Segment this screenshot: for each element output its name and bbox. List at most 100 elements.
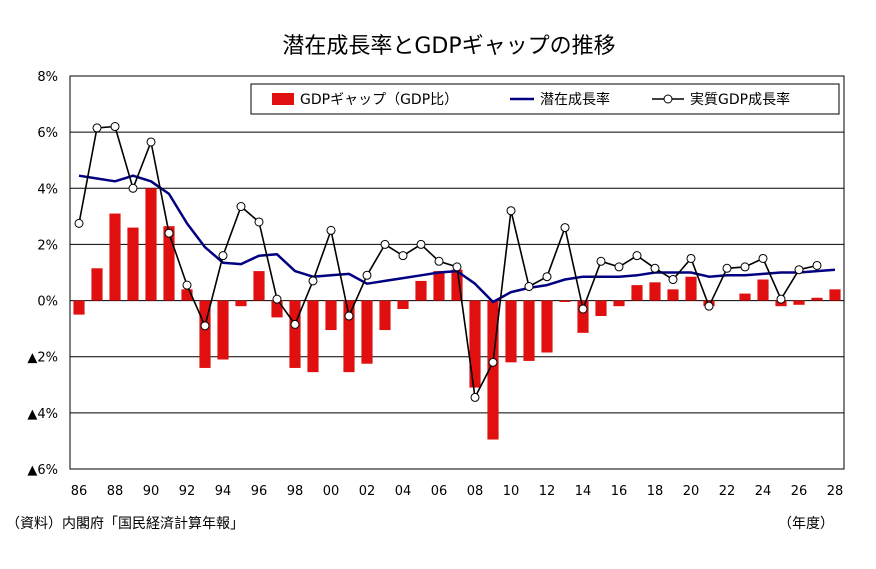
bar-gdp-gap — [829, 289, 841, 301]
legend-label-potential: 潜在成長率 — [540, 91, 610, 108]
x-tick-label: 12 — [539, 484, 556, 499]
y-tick-label: 4% — [37, 182, 58, 197]
bar-gdp-gap — [127, 227, 139, 301]
bar-gdp-gap — [253, 271, 265, 301]
point-real-gdp-growth — [506, 206, 516, 216]
point-real-gdp-growth — [398, 251, 408, 261]
chart-title: 潜在成長率とGDPギャップの推移 — [282, 34, 615, 59]
bar-gdp-gap — [595, 300, 607, 317]
bar-gdp-gap — [307, 300, 319, 373]
y-axis-ticks: 8% 6% 4% 2% 0% ▲2% ▲4% ▲6% — [27, 70, 58, 478]
x-tick-label: 88 — [107, 484, 124, 499]
bar-gdp-gap — [487, 300, 499, 440]
bar-gdp-gap — [577, 300, 589, 333]
bar-gdp-gap — [379, 300, 391, 331]
bar-gdp-gap — [811, 297, 823, 301]
y-tick-label: ▲4% — [27, 407, 58, 422]
point-real-gdp-growth — [290, 319, 300, 329]
bar-gdp-gap — [649, 282, 661, 301]
point-real-gdp-growth — [542, 272, 552, 282]
point-real-gdp-growth — [344, 311, 354, 321]
x-tick-label: 22 — [719, 484, 736, 499]
bar-gdp-gap — [505, 300, 517, 363]
point-real-gdp-growth — [452, 262, 462, 272]
y-tick-label: ▲2% — [27, 351, 58, 366]
bar-gdp-gap — [667, 289, 679, 301]
point-real-gdp-growth — [794, 265, 804, 275]
legend-swatch-gdp-gap — [272, 93, 294, 105]
bar-gdp-gap — [163, 226, 175, 301]
bar-gdp-gap — [91, 268, 103, 301]
x-tick-label: 14 — [575, 484, 592, 499]
bar-gdp-gap — [559, 300, 571, 302]
point-real-gdp-growth — [686, 253, 696, 263]
bar-gdp-gap — [271, 300, 283, 318]
x-tick-label: 08 — [467, 484, 484, 499]
bar-gdp-gap — [217, 300, 229, 360]
grid — [70, 131, 844, 414]
legend-marker-real-gdp — [663, 94, 673, 104]
x-tick-label: 98 — [287, 484, 304, 499]
line-real-gdp-growth — [78, 125, 818, 399]
bar-gdp-gap — [631, 285, 643, 301]
point-real-gdp-growth — [272, 294, 282, 304]
point-real-gdp-growth — [524, 282, 534, 292]
x-tick-label: 90 — [143, 484, 160, 499]
x-tick-label: 24 — [755, 484, 772, 499]
x-tick-label: 04 — [395, 484, 412, 499]
point-real-gdp-growth — [74, 218, 84, 228]
x-tick-label: 92 — [179, 484, 196, 499]
point-real-gdp-growth — [722, 263, 732, 273]
point-real-gdp-growth — [704, 301, 714, 311]
x-tick-label: 16 — [611, 484, 628, 499]
point-real-gdp-growth — [434, 256, 444, 266]
bar-gdp-gap — [325, 300, 337, 331]
point-real-gdp-growth — [110, 122, 120, 132]
x-axis-ticks: 86 88 90 92 94 96 98 00 02 04 06 08 10 12 14 16 18 20 22 24… — [71, 484, 844, 499]
bar-gdp-gap — [469, 300, 481, 388]
point-real-gdp-growth — [200, 321, 210, 331]
x-tick-label: 02 — [359, 484, 376, 499]
point-real-gdp-growth — [812, 260, 822, 270]
point-real-gdp-growth — [326, 225, 336, 235]
bar-gdp-gap — [199, 300, 211, 368]
point-real-gdp-growth — [488, 357, 498, 367]
legend-label-gdp-gap: GDPギャップ（GDP比） — [300, 92, 458, 108]
point-real-gdp-growth — [308, 276, 318, 286]
point-real-gdp-growth — [740, 262, 750, 272]
point-real-gdp-growth — [614, 262, 624, 272]
bar-gdp-gap — [397, 300, 409, 309]
point-real-gdp-growth — [182, 280, 192, 290]
point-real-gdp-growth — [416, 239, 426, 249]
x-tick-label: 96 — [251, 484, 268, 499]
point-real-gdp-growth — [92, 123, 102, 133]
y-tick-label: 0% — [37, 295, 58, 310]
x-tick-label: 00 — [323, 484, 340, 499]
bar-gdp-gap — [181, 289, 193, 301]
bar-gdp-gap — [433, 271, 445, 301]
bar-gdp-gap — [739, 293, 751, 301]
x-tick-label: 20 — [683, 484, 700, 499]
bar-gdp-gap — [523, 300, 535, 361]
x-tick-label: 28 — [827, 484, 844, 499]
bar-gdp-gap — [145, 188, 157, 301]
x-tick-label: 86 — [71, 484, 88, 499]
gdp-gap-bars — [73, 188, 841, 440]
bar-gdp-gap — [361, 300, 373, 364]
point-real-gdp-growth — [650, 263, 660, 273]
x-tick-label: 18 — [647, 484, 664, 499]
bar-gdp-gap — [685, 276, 697, 301]
point-real-gdp-growth — [578, 304, 588, 314]
legend-label-real-gdp: 実質GDP成長率 — [690, 91, 790, 108]
point-real-gdp-growth — [632, 251, 642, 261]
x-unit-label: （年度） — [778, 516, 834, 532]
point-real-gdp-growth — [380, 239, 390, 249]
bar-gdp-gap — [757, 279, 769, 301]
legend: GDPギャップ（GDP比） 潜在成長率 実質GDP成長率 — [250, 83, 840, 115]
bar-gdp-gap — [793, 300, 805, 305]
point-real-gdp-growth — [776, 294, 786, 304]
y-tick-label: ▲6% — [27, 463, 58, 478]
bar-gdp-gap — [109, 213, 121, 301]
point-real-gdp-growth — [470, 392, 480, 402]
